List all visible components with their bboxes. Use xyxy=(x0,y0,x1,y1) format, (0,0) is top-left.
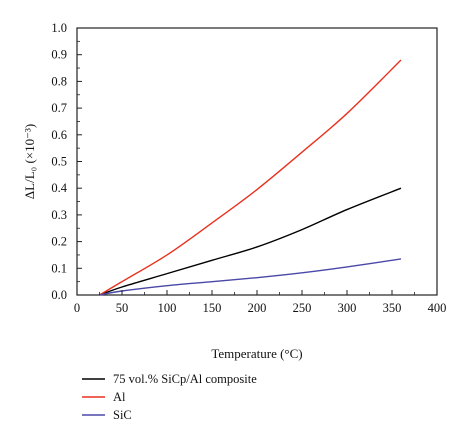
x-tick-label: 300 xyxy=(338,301,357,315)
y-axis-title: ΔL/L₀ (×10⁻³) xyxy=(22,124,37,199)
y-tick-label: 0.0 xyxy=(51,288,67,302)
legend-label-al: Al xyxy=(113,390,126,404)
x-tick-label: 100 xyxy=(158,301,177,315)
y-tick-label: 0.9 xyxy=(51,48,67,62)
x-tick-label: 150 xyxy=(203,301,222,315)
x-axis-title: Temperature (°C) xyxy=(211,346,302,361)
legend-label-composite: 75 vol.% SiCp/Al composite xyxy=(113,372,257,386)
y-tick-label: 1.0 xyxy=(51,21,67,35)
plot-area xyxy=(76,27,438,296)
y-tick-label: 0.1 xyxy=(51,261,67,275)
series-line-al xyxy=(99,59,402,296)
y-tick-label: 0.2 xyxy=(51,235,67,249)
axis-titles: Temperature (°C) ΔL/L₀ (×10⁻³) xyxy=(22,124,303,361)
x-tick-label: 250 xyxy=(293,301,312,315)
y-tick-label: 0.3 xyxy=(51,208,67,222)
axes: 0 50 100 150 200 250 300 350 400 0.0 0.1 0.2 0.3 0.4 0… xyxy=(51,21,446,315)
y-tick-label: 0.4 xyxy=(51,181,67,195)
x-tick-label: 400 xyxy=(428,301,447,315)
x-tick-label: 0 xyxy=(74,301,80,315)
legend-label-sic: SiC xyxy=(113,408,132,422)
series-line-composite xyxy=(99,187,402,296)
x-tick-label: 50 xyxy=(116,301,129,315)
y-tick-label: 0.8 xyxy=(51,74,67,88)
y-tick-label: 0.6 xyxy=(51,128,67,142)
legend: 75 vol.% SiCp/Al composite Al SiC xyxy=(82,372,257,422)
y-tick-label: 0.7 xyxy=(51,101,67,115)
x-tick-label: 200 xyxy=(248,301,267,315)
y-tick-label: 0.5 xyxy=(51,155,67,169)
x-tick-label: 350 xyxy=(383,301,402,315)
series-line-sic xyxy=(99,258,402,296)
plot-frame xyxy=(76,27,438,296)
series-lines xyxy=(99,59,402,296)
